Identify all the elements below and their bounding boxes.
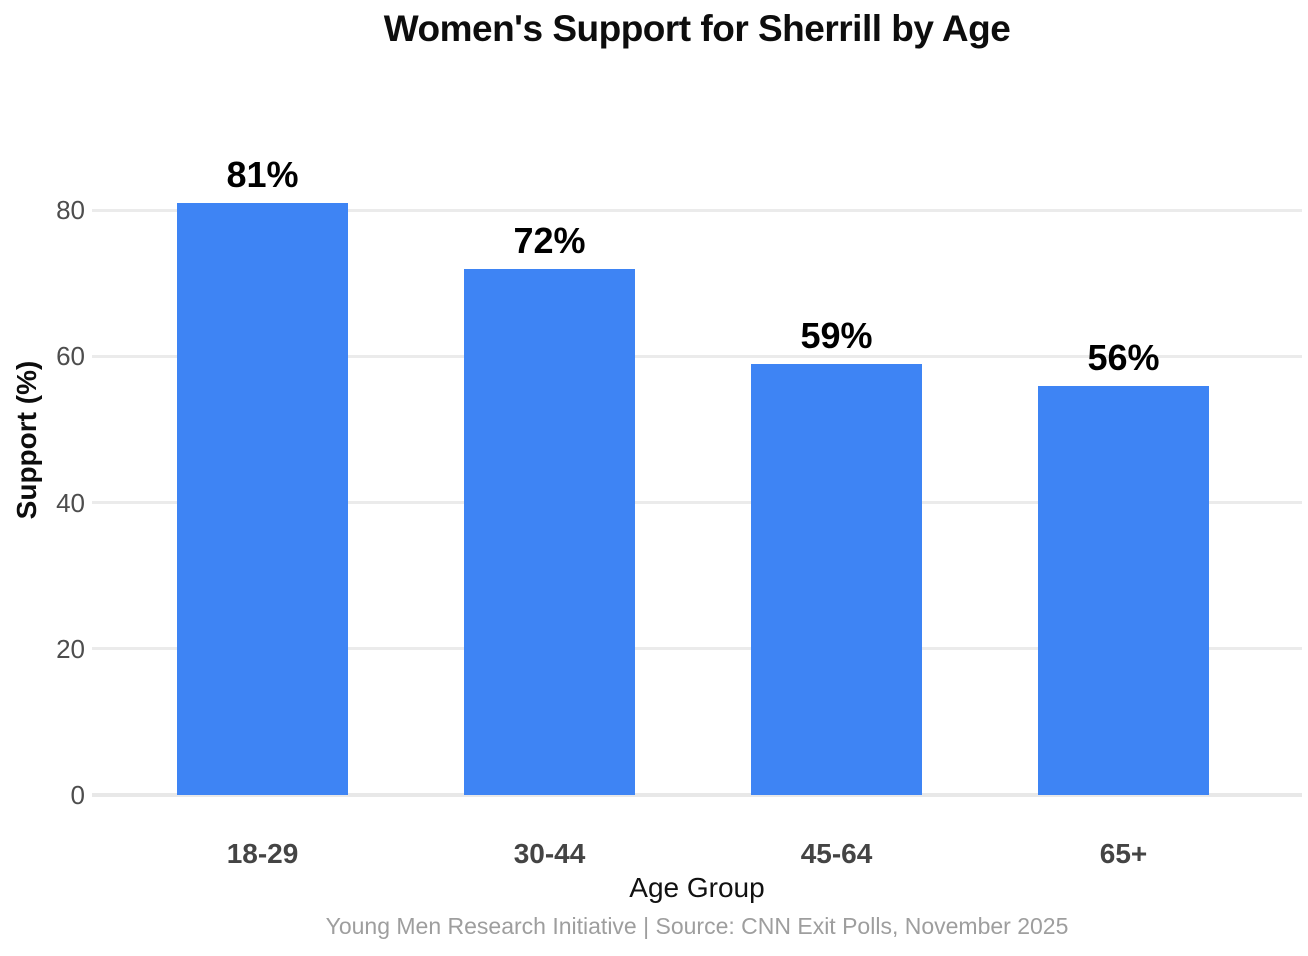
bar [1038, 385, 1209, 795]
bar [464, 268, 635, 795]
bar-value-label: 56% [1087, 336, 1160, 378]
bar [751, 363, 922, 795]
source-caption: Young Men Research Initiative | Source: … [325, 913, 1069, 939]
gridline [92, 354, 1302, 358]
x-tick-label: 45-64 [800, 838, 873, 869]
x-tick-label: 18-29 [226, 838, 299, 869]
chart-title: Women's Support for Sherrill by Age [383, 8, 1011, 49]
gridline [92, 793, 1302, 797]
gridline [92, 647, 1302, 651]
gridline [92, 208, 1302, 212]
gridline [92, 501, 1302, 504]
x-tick-label: 30-44 [513, 838, 586, 869]
y-tick-label: 60 [56, 341, 85, 372]
bar [177, 202, 348, 795]
x-axis-label: Age Group [629, 872, 765, 903]
x-tick-label: 65+ [1099, 838, 1148, 869]
bar-value-label: 59% [800, 314, 873, 356]
y-tick-label: 0 [70, 780, 85, 810]
bar-value-label: 81% [226, 153, 299, 195]
y-tick-label: 80 [56, 195, 85, 225]
y-tick-label: 40 [56, 487, 85, 518]
y-tick-label: 20 [56, 633, 85, 664]
bar-value-label: 72% [513, 219, 586, 261]
